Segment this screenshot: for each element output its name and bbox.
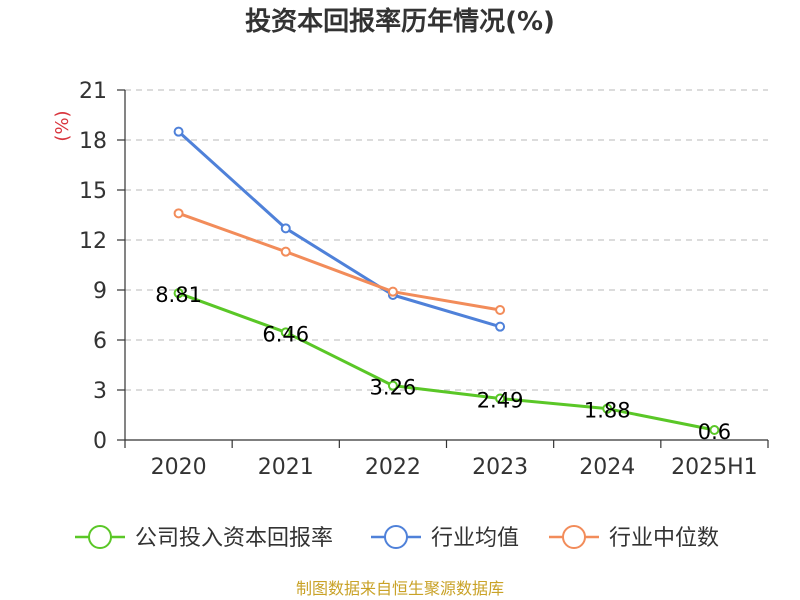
data-point	[387, 380, 398, 391]
axes: 0 3 6 9 12 15 18 21 2020 2021 2022 2023 2024 2025H1	[79, 79, 769, 480]
y-axis-unit: (%)	[52, 110, 73, 141]
grid-lines	[125, 89, 768, 391]
data-label: 2.49	[477, 389, 524, 413]
data-label: 6.46	[262, 322, 309, 346]
legend: 公司投入资本回报率 行业均值 行业中位数	[75, 525, 719, 551]
series-line	[177, 130, 501, 329]
series-2	[173, 208, 506, 315]
data-point	[495, 321, 506, 332]
legend-item: 行业均值	[371, 525, 519, 551]
series-line	[178, 291, 715, 432]
data-point	[602, 403, 613, 414]
y-tick-label: 15	[79, 179, 107, 204]
data-label: 3.26	[370, 376, 417, 400]
data-point	[280, 327, 291, 338]
data-point	[173, 208, 184, 219]
x-tick-label: 2022	[365, 455, 421, 480]
legend-label: 行业均值	[431, 526, 519, 551]
x-tick-label: 2023	[472, 455, 528, 480]
x-tick-label: 2020	[151, 455, 207, 480]
source-note: 制图数据来自恒生聚源数据库	[296, 579, 504, 598]
data-point	[495, 393, 506, 404]
series-0	[173, 288, 720, 435]
y-tick-label: 6	[93, 329, 107, 354]
y-tick-label: 0	[93, 429, 107, 454]
x-tick-label: 2025H1	[671, 455, 758, 480]
legend-item: 行业中位数	[549, 525, 719, 551]
x-tick-label: 2024	[579, 455, 635, 480]
legend-swatch-marker	[88, 525, 112, 549]
legend-item: 公司投入资本回报率	[75, 525, 333, 551]
legend-label: 公司投入资本回报率	[135, 526, 333, 551]
data-point	[387, 286, 398, 297]
series-1	[173, 126, 506, 332]
data-label: 1.88	[584, 399, 631, 423]
data-point	[173, 288, 184, 299]
legend-swatch-marker	[384, 525, 408, 549]
data-point	[709, 425, 720, 435]
series-line	[178, 211, 501, 312]
data-label: 0.6	[698, 420, 731, 444]
data-labels: 8.81 6.46 3.26 2.49 1.88 0.6	[155, 283, 731, 444]
legend-label: 行业中位数	[609, 526, 719, 551]
x-tick-label: 2021	[258, 455, 314, 480]
data-point	[495, 305, 506, 315]
data-label: 8.81	[155, 283, 202, 307]
y-tick-label: 21	[79, 79, 107, 104]
data-point	[280, 246, 291, 257]
y-tick-label: 3	[93, 379, 107, 404]
chart-title: 投资本回报率历年情况(%)	[245, 6, 555, 37]
series-lines	[173, 126, 720, 435]
data-point	[173, 126, 184, 137]
y-tick-label: 18	[79, 129, 107, 154]
legend-swatch-marker	[562, 525, 586, 549]
data-point	[280, 223, 291, 234]
y-tick-label: 9	[93, 279, 107, 304]
y-tick-label: 12	[79, 229, 107, 254]
